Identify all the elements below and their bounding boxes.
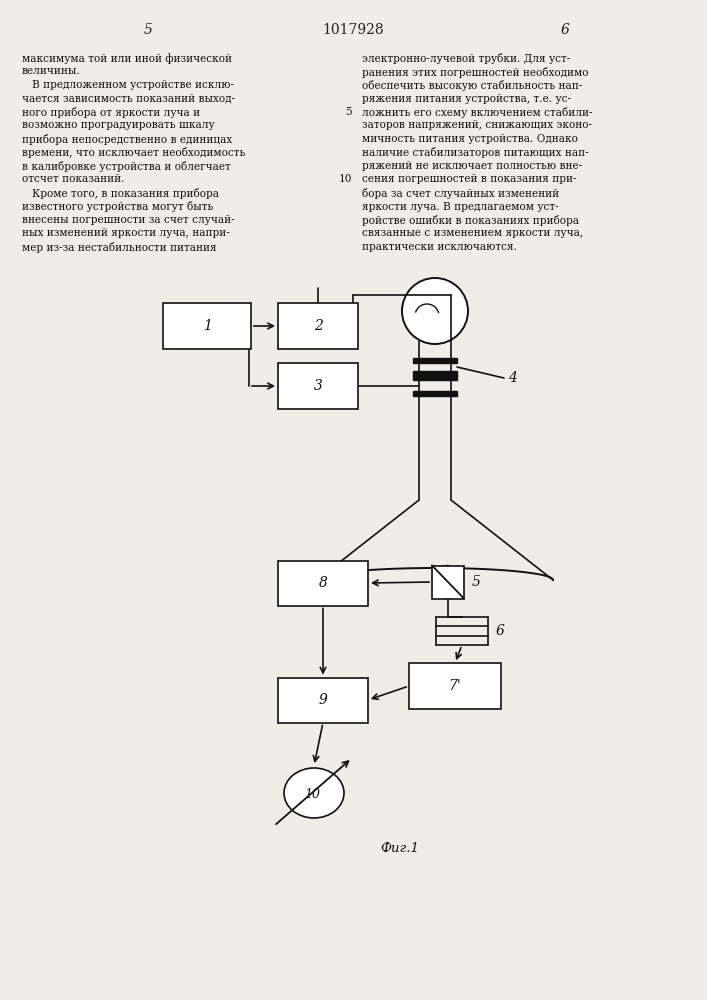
Bar xyxy=(409,663,501,709)
Text: максимума той или иной физической: максимума той или иной физической xyxy=(22,53,232,64)
Text: 8: 8 xyxy=(319,576,327,590)
Text: 5: 5 xyxy=(346,107,352,117)
Bar xyxy=(278,678,368,722)
Text: наличие стабилизаторов питающих нап-: наличие стабилизаторов питающих нап- xyxy=(362,147,589,158)
Text: ных изменений яркости луча, напри-: ных изменений яркости луча, напри- xyxy=(22,229,230,238)
Text: времени, что исключает необходимость: времени, что исключает необходимость xyxy=(22,147,245,158)
Text: ложнить его схему включением стабили-: ложнить его схему включением стабили- xyxy=(362,107,592,118)
Text: 9: 9 xyxy=(319,693,327,707)
Text: ного прибора от яркости луча и: ного прибора от яркости луча и xyxy=(22,107,200,118)
Bar xyxy=(413,391,457,396)
Text: 4: 4 xyxy=(508,371,516,385)
Text: величины.: величины. xyxy=(22,66,81,77)
Text: внесены погрешности за счет случай-: внесены погрешности за счет случай- xyxy=(22,215,235,225)
Bar xyxy=(413,371,457,376)
Text: 1017928: 1017928 xyxy=(322,23,384,37)
Text: Фиг.1: Фиг.1 xyxy=(380,842,419,854)
Text: обеспечить высокую стабильность нап-: обеспечить высокую стабильность нап- xyxy=(362,80,583,91)
Bar xyxy=(278,303,358,349)
Text: 2: 2 xyxy=(314,319,322,333)
Circle shape xyxy=(402,278,468,344)
Text: электронно-лучевой трубки. Для уст-: электронно-лучевой трубки. Для уст- xyxy=(362,53,571,64)
Text: ряжения питания устройства, т.е. ус-: ряжения питания устройства, т.е. ус- xyxy=(362,94,571,104)
Text: в калибровке устройства и облегчает: в калибровке устройства и облегчает xyxy=(22,161,230,172)
Text: В предложенном устройстве исклю-: В предложенном устройстве исклю- xyxy=(22,80,234,90)
Text: прибора непосредственно в единицах: прибора непосредственно в единицах xyxy=(22,134,233,145)
Text: мер из-за нестабильности питания: мер из-за нестабильности питания xyxy=(22,242,216,253)
Text: возможно проградуировать шкалу: возможно проградуировать шкалу xyxy=(22,120,215,130)
Text: мичность питания устройства. Однако: мичность питания устройства. Однако xyxy=(362,134,578,144)
Text: бора за счет случайных изменений: бора за счет случайных изменений xyxy=(362,188,559,199)
Bar xyxy=(432,566,464,598)
Text: отсчет показаний.: отсчет показаний. xyxy=(22,174,124,184)
Text: 1: 1 xyxy=(203,319,211,333)
Text: 5: 5 xyxy=(144,23,153,37)
Bar xyxy=(163,303,251,349)
Text: чается зависимость показаний выход-: чается зависимость показаний выход- xyxy=(22,94,235,104)
Text: ряжений не исключает полностью вне-: ряжений не исключает полностью вне- xyxy=(362,161,582,171)
Bar xyxy=(413,358,457,363)
Bar xyxy=(278,560,368,605)
Text: 3: 3 xyxy=(314,379,322,393)
Text: связанные с изменением яркости луча,: связанные с изменением яркости луча, xyxy=(362,229,583,238)
Ellipse shape xyxy=(284,768,344,818)
Text: ранения этих погрешностей необходимо: ранения этих погрешностей необходимо xyxy=(362,66,588,78)
Text: практически исключаются.: практически исключаются. xyxy=(362,242,517,252)
Text: Кроме того, в показания прибора: Кроме того, в показания прибора xyxy=(22,188,219,199)
Text: 5: 5 xyxy=(472,575,481,589)
Text: заторов напряжений, снижающих эконо-: заторов напряжений, снижающих эконо- xyxy=(362,120,592,130)
Text: яркости луча. В предлагаемом уст-: яркости луча. В предлагаемом уст- xyxy=(362,202,559,212)
Text: сения погрешностей в показания при-: сения погрешностей в показания при- xyxy=(362,174,576,184)
Bar xyxy=(413,375,457,380)
Text: 6: 6 xyxy=(496,624,505,638)
Text: 7': 7' xyxy=(449,679,462,693)
Bar xyxy=(278,363,358,409)
Text: 10: 10 xyxy=(304,788,320,802)
Text: 10: 10 xyxy=(339,174,352,184)
Text: известного устройства могут быть: известного устройства могут быть xyxy=(22,202,214,213)
Text: ройстве ошибки в показаниях прибора: ройстве ошибки в показаниях прибора xyxy=(362,215,579,226)
Text: 6: 6 xyxy=(561,23,569,37)
